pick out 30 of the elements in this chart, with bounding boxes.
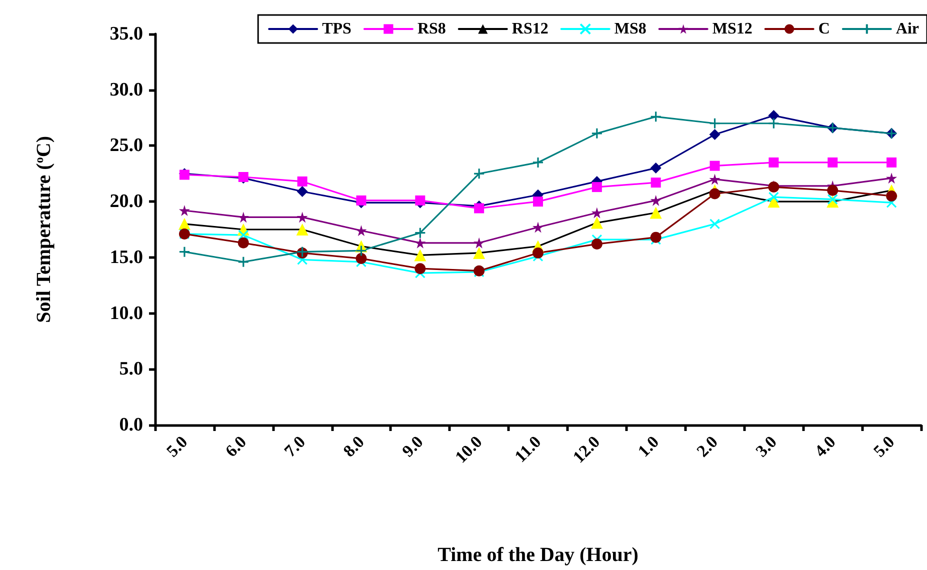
x-tick-label: 5.0 <box>870 432 898 461</box>
x-tick-label: 9.0 <box>398 432 427 461</box>
x-tick-label: 3.0 <box>752 432 780 461</box>
y-tick-label: 15.0 <box>110 246 143 268</box>
y-axis-title: Soil Temperature (oC) <box>32 136 55 323</box>
legend-label: MS12 <box>712 20 752 38</box>
legend-label: C <box>818 20 830 38</box>
x-tick-label: 11.0 <box>510 432 545 466</box>
x-tick-label: 10.0 <box>451 432 486 467</box>
legend-label: TPS <box>322 20 352 38</box>
y-tick-label: 30.0 <box>110 79 143 100</box>
y-tick-label: 10.0 <box>110 302 143 324</box>
x-tick-label: 8.0 <box>340 432 368 461</box>
legend-label: RS8 <box>417 20 446 38</box>
x-tick-label: 6.0 <box>222 432 250 461</box>
legend-label: RS12 <box>512 20 548 38</box>
x-tick-label: 7.0 <box>280 432 310 461</box>
legend-label: Air <box>896 20 920 38</box>
x-tick-label: 2.0 <box>693 432 722 461</box>
y-tick-label: 35.0 <box>110 24 143 44</box>
y-tick-label: 20.0 <box>110 191 143 212</box>
x-axis-title: Time of the Day (Hour) <box>438 544 638 566</box>
y-tick-label: 25.0 <box>110 135 143 156</box>
legend-label: MS8 <box>614 20 646 38</box>
x-tick-label: 4.0 <box>810 432 840 461</box>
x-tick-label: 1.0 <box>634 432 663 461</box>
x-tick-label: 5.0 <box>162 432 192 461</box>
y-tick-label: 5.0 <box>119 358 143 380</box>
x-tick-label: 12.0 <box>569 432 604 467</box>
y-tick-label: 0.0 <box>119 414 143 436</box>
